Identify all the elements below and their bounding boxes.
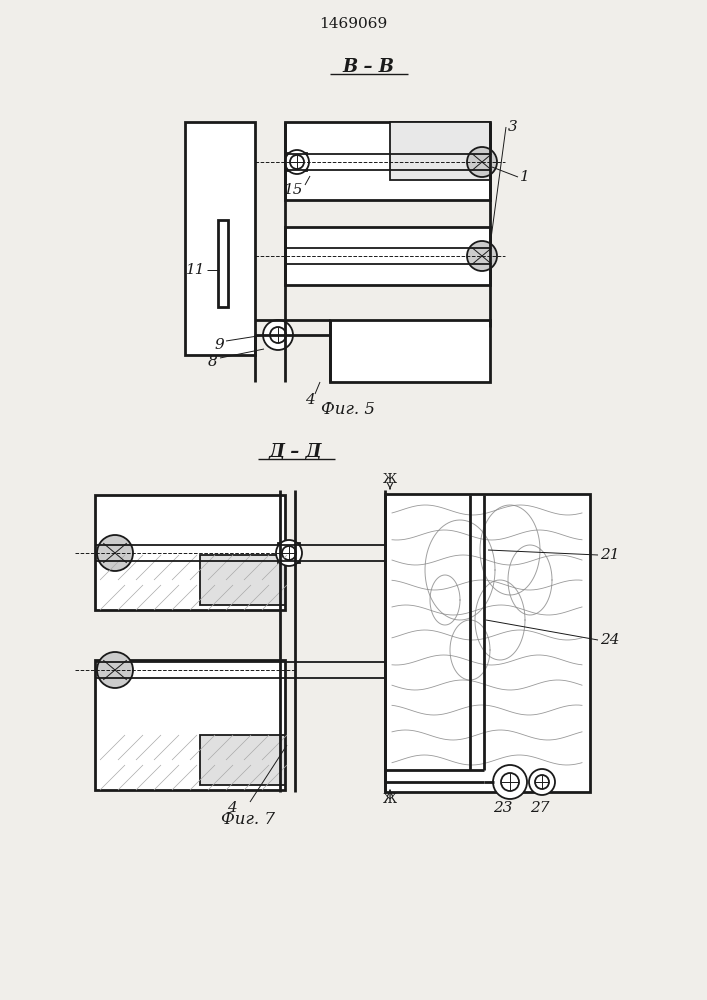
Bar	[285, 122, 490, 200]
Bar	[390, 122, 490, 180]
Text: 4: 4	[227, 801, 237, 815]
Text: 1469069: 1469069	[319, 17, 387, 31]
Text: 23: 23	[493, 801, 513, 815]
Circle shape	[493, 765, 527, 799]
Bar	[285, 227, 490, 285]
Circle shape	[263, 320, 293, 350]
Text: 21: 21	[600, 548, 619, 562]
Text: Фиг. 7: Фиг. 7	[221, 812, 275, 828]
Circle shape	[276, 540, 302, 566]
Circle shape	[467, 241, 497, 271]
Text: Фиг. 5: Фиг. 5	[321, 401, 375, 418]
Circle shape	[270, 327, 286, 343]
Bar	[95, 495, 285, 610]
Bar	[185, 122, 255, 355]
Text: 8: 8	[209, 355, 218, 369]
Bar	[218, 220, 228, 307]
Bar	[200, 555, 285, 605]
Bar	[330, 320, 490, 382]
Circle shape	[535, 775, 549, 789]
Text: Ж: Ж	[383, 793, 397, 806]
Text: В – В: В – В	[342, 58, 394, 76]
Bar	[287, 153, 307, 171]
Text: 11: 11	[185, 263, 205, 277]
Circle shape	[290, 155, 304, 169]
Text: 9: 9	[214, 338, 224, 352]
Bar	[95, 660, 285, 790]
Text: Ж: Ж	[383, 473, 397, 486]
Bar	[278, 543, 300, 563]
Text: 4: 4	[305, 393, 315, 407]
Circle shape	[97, 652, 133, 688]
Text: Д – Д: Д – Д	[268, 443, 322, 461]
Circle shape	[285, 150, 309, 174]
Text: 24: 24	[600, 633, 619, 647]
Circle shape	[501, 773, 519, 791]
Text: 3: 3	[508, 120, 518, 134]
Bar	[385, 494, 590, 792]
Circle shape	[97, 535, 133, 571]
Circle shape	[529, 769, 555, 795]
Bar	[200, 735, 285, 785]
Circle shape	[467, 147, 497, 177]
Circle shape	[282, 546, 296, 560]
Text: 1: 1	[520, 170, 530, 184]
Text: 15: 15	[284, 183, 303, 197]
Text: 27: 27	[530, 801, 550, 815]
